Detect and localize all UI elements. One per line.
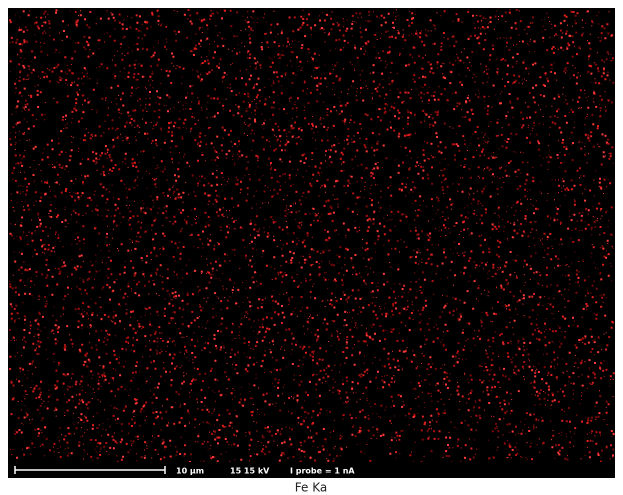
voltage-label: 15 15 kV	[230, 467, 270, 476]
probe-label: I probe = 1 nA	[290, 467, 355, 476]
scale-label: 10 µm	[176, 467, 204, 476]
eds-map-figure: 10 µm 15 15 kV I probe = 1 nA Fe Ka	[0, 0, 623, 495]
caption: Fe Ka	[295, 481, 327, 495]
page: 10 µm 15 15 kV I probe = 1 nA Fe Ka (() …	[0, 0, 623, 495]
